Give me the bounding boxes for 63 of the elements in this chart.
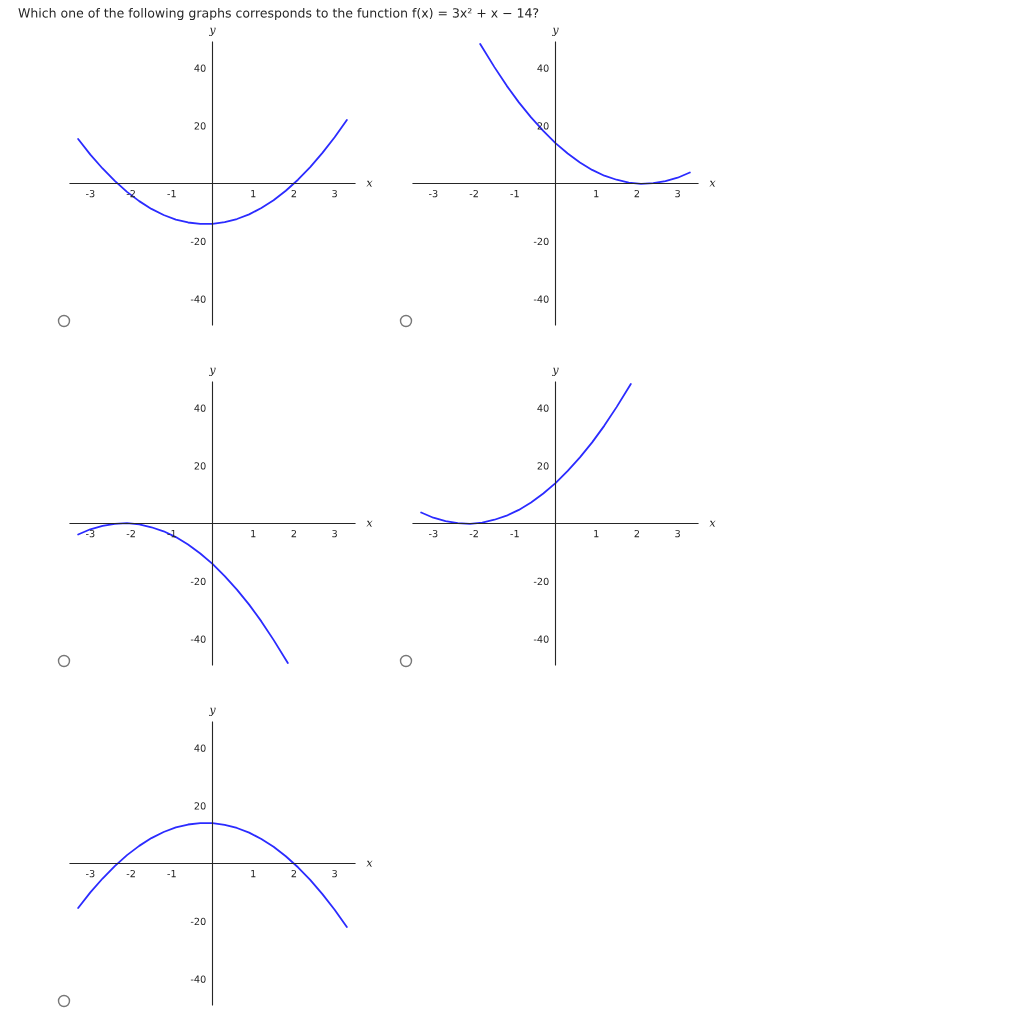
y-tick-label: 40 bbox=[537, 64, 549, 72]
y-tick-label: 20 bbox=[537, 462, 549, 470]
y-tick-label: -40 bbox=[533, 635, 549, 643]
y-tick-label: -40 bbox=[533, 295, 549, 303]
y-tick-label: 40 bbox=[194, 744, 206, 752]
y-tick-label: -40 bbox=[190, 975, 206, 983]
x-axis-title: x bbox=[366, 180, 373, 187]
x-tick-label: 2 bbox=[291, 869, 297, 878]
x-tick-label: -3 bbox=[85, 529, 95, 538]
x-axis-title: x bbox=[709, 520, 716, 527]
x-tick-label: 1 bbox=[251, 870, 256, 878]
line-series bbox=[77, 119, 348, 225]
x-tick-label: 2 bbox=[291, 189, 297, 198]
x-tick-label: 3 bbox=[332, 529, 337, 538]
y-axis-title: y bbox=[551, 27, 559, 36]
x-tick-label: 3 bbox=[675, 529, 680, 538]
y-tick-label: 40 bbox=[194, 404, 206, 412]
chart-title: Which one of the following graphs corresponds to the function f(x) = 3x² + x − 14? bbox=[18, 7, 539, 21]
x-tick-label: -3 bbox=[85, 189, 95, 198]
x-tick-label: -1 bbox=[510, 190, 519, 198]
y-axis-title: y bbox=[208, 27, 216, 36]
x-tick-label: 1 bbox=[251, 190, 256, 198]
x-tick-label: -1 bbox=[167, 190, 176, 198]
y-tick-label: -20 bbox=[533, 237, 549, 246]
x-tick-label: -2 bbox=[469, 529, 478, 538]
x-tick-label: -2 bbox=[126, 529, 135, 538]
line-series bbox=[420, 383, 632, 525]
y-axis-title: y bbox=[208, 707, 216, 716]
y-tick-label: -40 bbox=[190, 635, 206, 643]
y-tick-label: 20 bbox=[194, 462, 206, 470]
y-tick-label: -20 bbox=[190, 577, 206, 586]
x-tick-label: 3 bbox=[332, 869, 337, 878]
x-tick-label: -1 bbox=[167, 870, 176, 878]
x-tick-label: -3 bbox=[428, 529, 438, 538]
y-tick-label: -20 bbox=[190, 917, 206, 926]
line-series bbox=[77, 522, 289, 664]
x-tick-label: 1 bbox=[594, 190, 599, 198]
y-tick-label: -20 bbox=[190, 237, 206, 246]
x-axis-title: x bbox=[366, 860, 373, 867]
x-tick-label: 1 bbox=[594, 530, 599, 538]
x-tick-label: 3 bbox=[675, 189, 680, 198]
x-tick-label: 2 bbox=[634, 189, 640, 198]
x-tick-label: -3 bbox=[85, 869, 95, 878]
x-axis-title: x bbox=[709, 180, 716, 187]
y-axis-title: y bbox=[208, 367, 216, 376]
x-axis-title: x bbox=[366, 520, 373, 527]
x-tick-label: -1 bbox=[510, 530, 519, 538]
y-tick-label: -40 bbox=[190, 295, 206, 303]
line-series bbox=[479, 43, 691, 185]
x-tick-label: -3 bbox=[428, 189, 438, 198]
y-tick-label: 40 bbox=[194, 64, 206, 72]
y-tick-label: 40 bbox=[537, 404, 549, 412]
x-tick-label: 2 bbox=[291, 529, 297, 538]
x-tick-label: -2 bbox=[469, 189, 478, 198]
y-tick-label: -20 bbox=[533, 577, 549, 586]
line-series bbox=[77, 822, 348, 928]
x-tick-label: -2 bbox=[126, 869, 135, 878]
x-tick-label: 3 bbox=[332, 189, 337, 198]
x-tick-label: 2 bbox=[634, 529, 640, 538]
x-tick-label: 1 bbox=[251, 530, 256, 538]
y-tick-label: 20 bbox=[194, 122, 206, 130]
y-axis-title: y bbox=[551, 367, 559, 376]
y-tick-label: 20 bbox=[194, 802, 206, 810]
